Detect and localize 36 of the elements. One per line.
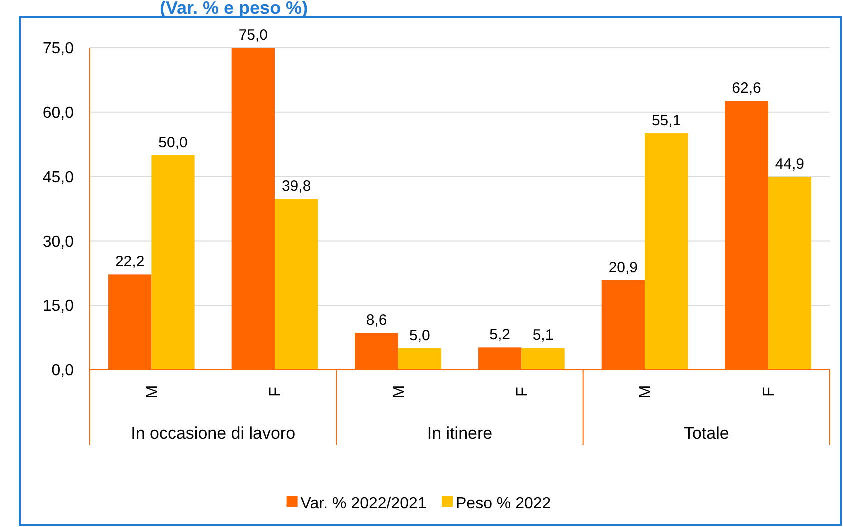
bar [398,348,442,370]
bar [275,199,318,370]
data-label: 44,9 [775,156,805,174]
y-tick-label: 0,0 [52,362,74,380]
data-label: 55,1 [652,112,682,130]
text: In itinere [427,424,493,443]
y-tick-label: 15,0 [42,298,74,316]
x-tick-label: M [638,385,655,399]
y-tick-label: 30,0 [42,234,74,251]
legend-label: Peso % 2022 [456,496,552,513]
legend-label: Var. % 2022/2021 [300,496,427,513]
data-label: 8,6 [366,312,388,330]
data-label: 62,6 [732,80,762,98]
y-tick-label: 45,0 [42,169,74,186]
bar [522,348,565,370]
bar [645,133,688,370]
x-tick-label: M [144,385,162,399]
data-label: 50,0 [158,134,188,152]
x-tick-label: M [390,385,408,399]
y-tick-label: 75,0 [42,40,74,58]
text: In occasione di lavoro [131,424,296,443]
x-tick-label: F [760,386,778,397]
data-label: 22,2 [115,254,145,271]
data-label: 5,2 [490,326,511,344]
data-label: 5,1 [532,327,554,344]
data-label: 5,0 [409,328,430,345]
x-tick-label: F [514,386,532,397]
chart-title: (Var. % e peso %) [160,0,308,18]
data-label: 20,9 [608,259,638,276]
data-label: 39,8 [282,178,312,196]
bar [152,155,195,370]
data-label: 75,0 [238,27,268,44]
x-tick-label: F [268,386,285,397]
text: Totale [684,424,730,443]
y-tick-label: 60,0 [42,105,74,122]
bar [768,177,812,370]
